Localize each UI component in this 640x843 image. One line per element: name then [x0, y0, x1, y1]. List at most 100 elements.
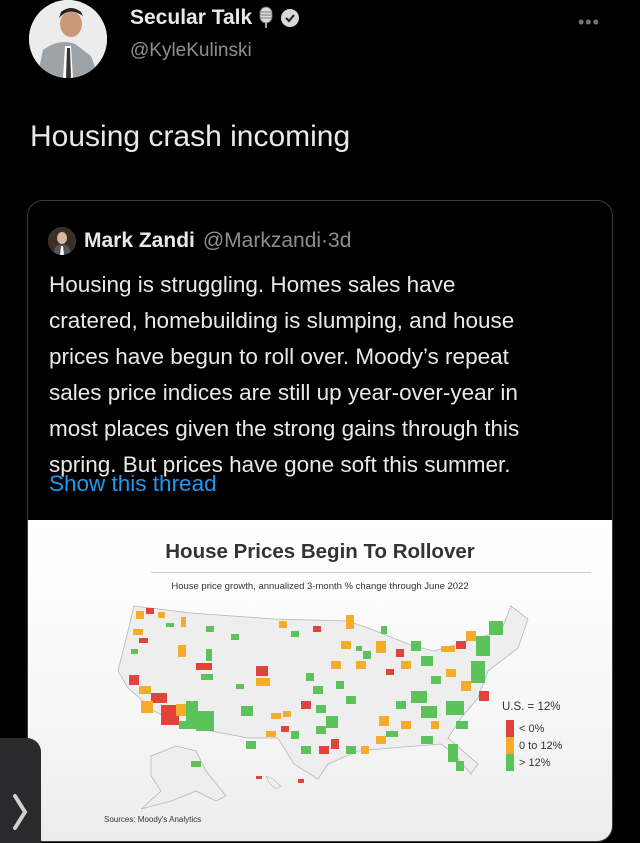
text-line: spring. But prices have gone soft this s… [49, 452, 511, 477]
legend-label: < 0% [519, 722, 545, 735]
text-line: Housing is struggling. Homes sales have [49, 272, 456, 297]
legend-item: 0 to 12% [506, 737, 562, 754]
quoted-handle[interactable]: @Markzandi [202, 229, 322, 252]
metro-patch [256, 776, 262, 779]
metro-patch [471, 661, 485, 683]
author-handle[interactable]: @KyleKulinski [130, 40, 252, 61]
hawaii-outline [265, 775, 282, 790]
metro-patch [298, 779, 304, 783]
metro-patch [133, 629, 143, 635]
quoted-tweet-card[interactable]: Mark Zandi @Markzandi·3d Housing is stru… [27, 200, 613, 842]
metro-patch [206, 649, 212, 661]
metro-patch [313, 626, 321, 632]
metro-patch [421, 736, 433, 744]
metro-patch [146, 608, 154, 614]
quoted-tweet-header: Mark Zandi @Markzandi·3d [48, 227, 351, 255]
metro-patch [181, 617, 186, 627]
us-map [117, 605, 529, 810]
quoted-tweet-text: Housing is struggling. Homes sales have … [49, 267, 519, 483]
metro-patch [331, 661, 341, 669]
metro-patch [136, 611, 144, 619]
metro-patch [246, 741, 256, 749]
metro-patch [356, 646, 362, 651]
metro-patch [178, 645, 186, 657]
legend-item: < 0% [506, 720, 562, 737]
metro-patch [346, 696, 356, 704]
metro-patch [139, 686, 151, 694]
metro-patch [241, 706, 253, 716]
metro-patch [386, 731, 398, 737]
metro-patch [256, 666, 268, 676]
metro-patch [191, 761, 201, 767]
legend-item: > 12% [506, 754, 562, 771]
tweet-text: Housing crash incoming [30, 120, 351, 153]
metro-patch [346, 746, 356, 754]
separator: · [321, 229, 329, 252]
metro-patch [291, 731, 299, 739]
metro-patch [346, 615, 354, 629]
metro-patch [411, 691, 427, 703]
verified-badge-icon [281, 9, 300, 27]
more-options-icon[interactable]: ••• [578, 12, 600, 32]
quoted-time: 3d [328, 229, 352, 252]
quoted-meta: @Markzandi·3d [203, 229, 352, 253]
author-name[interactable]: Secular Talk [130, 6, 300, 30]
metro-patch [131, 649, 138, 654]
metro-patch [489, 621, 503, 635]
metro-patch [361, 746, 369, 754]
metro-patch [376, 736, 386, 744]
map-image[interactable]: House Prices Begin To Rollover House pri… [28, 520, 612, 841]
metro-patch [316, 726, 326, 734]
metro-patch [476, 636, 490, 656]
metro-patch [441, 646, 455, 652]
metro-patch [313, 686, 323, 694]
metro-patch [479, 691, 489, 701]
quoted-author-name[interactable]: Mark Zandi [84, 229, 195, 252]
microphone-emoji-icon [259, 6, 273, 28]
show-thread-link[interactable]: Show this thread [49, 471, 217, 496]
metro-patch [446, 701, 464, 715]
metro-patch [196, 711, 214, 731]
metro-patch [431, 721, 439, 729]
metro-patch [201, 674, 213, 680]
metro-patch [306, 673, 314, 681]
metro-patch [431, 676, 441, 684]
metro-patch [236, 684, 244, 689]
metro-patch [139, 638, 148, 643]
legend-label: > 12% [519, 756, 551, 769]
author-avatar[interactable] [29, 0, 107, 78]
map-title: House Prices Begin To Rollover [165, 540, 475, 563]
author-name-text: Secular Talk [130, 6, 253, 29]
metro-patch [356, 661, 366, 669]
metro-patch [421, 656, 433, 666]
metro-patch [279, 621, 287, 628]
text-line: cratered, homebuilding is slumping, and … [49, 308, 515, 333]
metro-patch [401, 661, 411, 669]
metro-patch [141, 701, 153, 713]
metro-patch [379, 716, 389, 726]
metro-patch [363, 651, 371, 659]
metro-patch [456, 721, 468, 729]
metro-patch [386, 669, 394, 675]
quoted-avatar-photo [48, 227, 76, 255]
quoted-author-avatar[interactable] [48, 227, 76, 255]
avatar-photo [29, 0, 107, 78]
metro-patch [281, 726, 289, 732]
chevron-right-icon [13, 794, 28, 830]
metro-patch [179, 721, 199, 729]
metro-patch [196, 663, 212, 670]
text-line: most places given the strong gains throu… [49, 416, 520, 441]
metro-patch [186, 701, 198, 721]
map-subtitle: House price growth, annualized 3-month %… [171, 581, 469, 592]
us-value-label: U.S. = 12% [502, 701, 561, 713]
legend-swatch-red [506, 720, 514, 737]
metro-patch [336, 681, 344, 689]
next-media-button[interactable] [0, 738, 41, 843]
metro-patch [166, 623, 174, 627]
metro-area-patches [129, 608, 503, 783]
metro-patch [158, 612, 165, 618]
metro-patch [129, 675, 139, 685]
metro-patch [326, 716, 338, 728]
metro-patch [456, 641, 466, 649]
metro-patch [151, 693, 167, 703]
